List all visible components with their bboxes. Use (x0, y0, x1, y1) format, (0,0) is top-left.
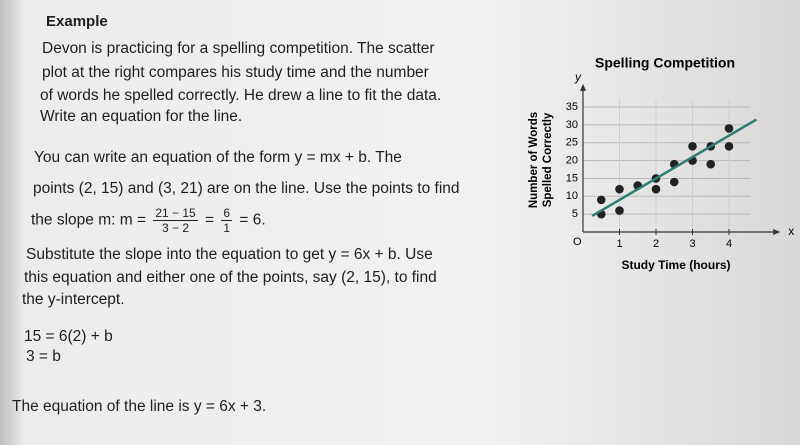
text-line: Substitute the slope into the equation t… (26, 246, 433, 263)
y-axis-label: Spelled Correctly (542, 112, 554, 207)
x-tick-label: 1 (616, 238, 622, 250)
x-tick-label: 4 (726, 238, 732, 250)
denominator: 3 − 2 (162, 221, 190, 235)
point (724, 124, 734, 133)
heading: Example (46, 13, 108, 30)
chart-title: Spelling Competition (595, 55, 735, 71)
text: the slope m: m = (31, 211, 147, 229)
trend-line (591, 118, 758, 218)
point (615, 206, 624, 215)
intro-line: Write an equation for the line. (40, 108, 243, 125)
numerator: 21 − 15 (153, 206, 198, 221)
text: = 6. (239, 211, 266, 229)
text: = (205, 211, 215, 229)
y-tick-label: 35 (566, 101, 578, 113)
point (615, 184, 624, 194)
x-arrow (773, 229, 781, 235)
text-line: the y-intercept. (22, 291, 125, 308)
conclusion: The equation of the line is y = 6x + 3. (12, 398, 267, 415)
point (706, 159, 716, 169)
point (724, 142, 734, 151)
y-axis-letter: y (574, 70, 582, 84)
denominator: 1 (223, 221, 231, 235)
x-tick-label: 3 (689, 238, 695, 250)
text-line: You can write an equation of the form y … (34, 149, 402, 166)
numerator: 6 (221, 206, 233, 221)
point (596, 195, 606, 205)
intro-line: plot at the right compares his study tim… (42, 64, 429, 81)
text-line: this equation and either one of the poin… (24, 269, 437, 286)
y-tick-label: 25 (566, 137, 578, 149)
intro-line: Devon is practicing for a spelling compe… (42, 40, 435, 57)
y-arrow (580, 83, 586, 91)
text-line: points (2, 15) and (3, 21) are on the li… (33, 180, 460, 197)
equation: 3 = b (26, 348, 61, 365)
y-tick-label: 30 (566, 119, 578, 131)
point (669, 177, 679, 187)
y-tick-label: 20 (566, 155, 578, 167)
intro-line: of words he spelled correctly. He drew a… (40, 87, 442, 104)
y-tick-label: 15 (566, 172, 578, 184)
y-tick-label: 5 (572, 208, 578, 220)
origin-label: O (573, 236, 582, 248)
x-tick-label: 2 (653, 238, 659, 250)
equation: 15 = 6(2) + b (24, 328, 113, 345)
y-tick-label: 10 (566, 190, 578, 202)
y-axis-label: Number of Words (528, 112, 540, 208)
x-axis-label: Study Time (hours) (621, 258, 730, 272)
point (651, 184, 661, 194)
fraction: 21 − 15 3 − 2 (153, 206, 198, 235)
x-axis-letter: x (788, 224, 794, 238)
point (688, 142, 697, 151)
